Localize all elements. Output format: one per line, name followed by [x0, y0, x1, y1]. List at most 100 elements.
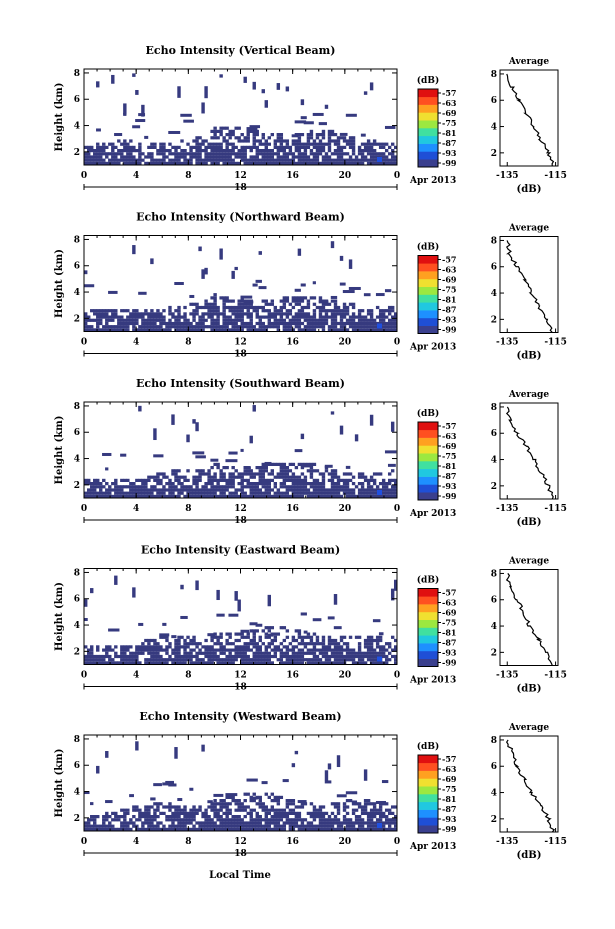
- echo-cell: [360, 161, 365, 165]
- echo-cell: [84, 328, 88, 332]
- average-x-tick-label: -135: [496, 171, 519, 181]
- echo-cell: [381, 485, 386, 489]
- echo-cell: [270, 815, 275, 819]
- echo-cell: [219, 126, 223, 130]
- echo-cell: [282, 638, 287, 643]
- echo-cell: [177, 161, 181, 165]
- echo-cell: [339, 325, 344, 329]
- echo-cell: [240, 648, 244, 652]
- average-x-tick-label: -135: [496, 671, 519, 681]
- echo-cell: [204, 815, 208, 819]
- echo-cell: [138, 645, 142, 649]
- colorbar-segment: [418, 437, 438, 446]
- echo-cell: [357, 648, 362, 652]
- echo-cell: [261, 305, 265, 310]
- echo-cell: [360, 152, 365, 156]
- echo-cell: [111, 318, 115, 322]
- echo-cell: [246, 642, 250, 646]
- echo-cell: [255, 815, 259, 819]
- echo-cell: [240, 139, 244, 143]
- echo-cell: [309, 824, 314, 828]
- echo-cell: [192, 312, 196, 316]
- echo-cell: [138, 328, 142, 332]
- echo-cell: [375, 651, 380, 655]
- echo-cell: [192, 139, 196, 143]
- echo-cell: [276, 795, 281, 799]
- echo-cell: [99, 161, 103, 165]
- echo-cell: [261, 478, 265, 482]
- echo-cell: [237, 654, 241, 659]
- echo-cell: [252, 658, 256, 662]
- echo-cell: [363, 827, 368, 831]
- echo-cell: [279, 321, 284, 326]
- echo-cell: [171, 469, 175, 473]
- echo-cell: [228, 158, 232, 162]
- colorbar-segment: [418, 112, 438, 121]
- echo-cell: [255, 654, 259, 659]
- echo-cell: [222, 645, 226, 649]
- echo-cell: [204, 267, 208, 275]
- average-x-label: (dB): [517, 517, 542, 528]
- echo-cell: [225, 638, 229, 643]
- echo-cell: [228, 654, 232, 659]
- echo-cell: [189, 811, 193, 815]
- echo-cell: [309, 129, 314, 133]
- echo-cell: [195, 482, 199, 486]
- echo-cell: [291, 651, 296, 655]
- echo-cell: [156, 312, 160, 316]
- echo-cell: [363, 142, 368, 146]
- echo-cell: [144, 648, 148, 652]
- echo-cell: [222, 802, 226, 806]
- echo-cell: [138, 651, 142, 655]
- echo-cell: [219, 472, 223, 476]
- echo-cell: [96, 152, 100, 156]
- echo-cell: [282, 149, 287, 153]
- echo-cell: [297, 818, 302, 822]
- echo-cell: [333, 472, 338, 476]
- echo-cell: [219, 485, 223, 489]
- echo-cell: [153, 142, 157, 146]
- echo-cell: [168, 815, 172, 819]
- echo-cell: [174, 309, 178, 313]
- echo-cell: [189, 149, 193, 153]
- echo-cell: [165, 648, 169, 652]
- echo-cell: [222, 805, 226, 809]
- echo-cell: [339, 824, 344, 828]
- echo-cell: [159, 161, 163, 165]
- echo-cell: [141, 494, 145, 498]
- echo-cell: [150, 654, 154, 659]
- echo-cell: [360, 818, 365, 822]
- echo-cell: [198, 488, 202, 492]
- echo-cell: [243, 155, 247, 159]
- echo-cell: [393, 488, 397, 492]
- echo-cell: [354, 651, 359, 655]
- echo-cell: [99, 315, 103, 319]
- echo-cell: [183, 315, 187, 319]
- echo-cell: [231, 328, 235, 332]
- echo-cell: [333, 321, 338, 326]
- echo-cell: [300, 99, 305, 106]
- echo-cell: [303, 475, 308, 479]
- echo-cell: [291, 315, 296, 319]
- echo-cell: [375, 635, 380, 639]
- echo-cell: [237, 126, 241, 130]
- echo-cell: [345, 642, 350, 646]
- echo-cell: [246, 805, 250, 809]
- echo-cell: [90, 161, 94, 165]
- echo-cell: [333, 651, 338, 655]
- echo-cell: [357, 152, 362, 156]
- echo-cell: [222, 648, 226, 652]
- echo-cell: [303, 315, 308, 319]
- echo-cell: [345, 161, 350, 165]
- echo-cell: [276, 161, 281, 165]
- echo-cell: [324, 780, 332, 784]
- echo-cell: [258, 466, 262, 470]
- echo-cell: [384, 821, 389, 825]
- echo-cell: [96, 325, 100, 329]
- echo-cell: [129, 661, 133, 665]
- echo-cell: [384, 642, 389, 646]
- echo-cell: [306, 651, 311, 655]
- echo-cell: [210, 302, 214, 306]
- echo-cell: [258, 818, 262, 822]
- echo-cell: [315, 658, 320, 662]
